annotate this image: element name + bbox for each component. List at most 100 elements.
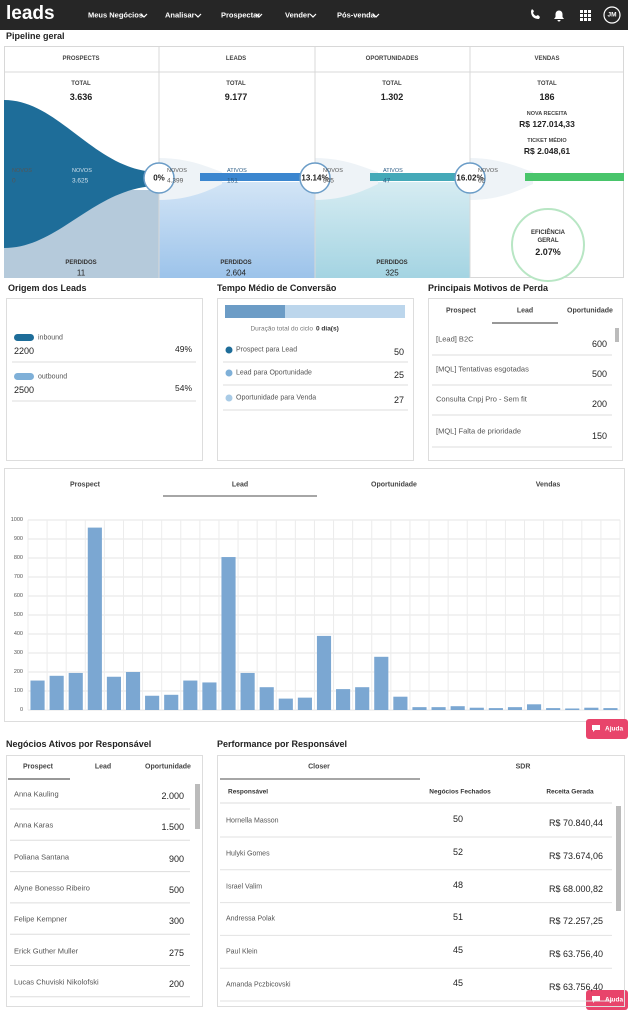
lost-label: PERDIDOS [65,260,97,266]
revenue: R$ 68.000,82 [548,883,603,894]
column-header[interactable]: Receita Gerada [546,788,594,796]
left-value: 4.399 [167,177,184,185]
extra-value: R$ 127.014,33 [519,119,575,129]
panel [6,298,203,461]
origin-label: inbound [38,334,63,342]
y-tick-label: 100 [13,688,23,694]
owner-name: Anna Kauling [14,789,59,799]
nav-menu-item[interactable]: Meus Negócios [88,10,144,20]
section-title: Principais Motivos de Perda [428,283,549,293]
owner-deals: 1.500 [161,822,184,833]
owner-name: Felipe Kempner [14,914,67,924]
stage-name: VENDAS [534,56,560,62]
owner-name: Poliana Santana [14,852,70,862]
tab[interactable]: Oportunidade [371,481,417,489]
origin-value: 2200 [14,346,35,356]
reason-value: 600 [591,339,607,349]
tab[interactable]: Lead [231,481,249,489]
deals-closed: 45 [452,978,464,988]
lost-label: PERDIDOS [220,260,252,266]
stage-days: 25 [393,370,404,380]
y-tick-label: 700 [13,574,23,580]
y-tick-label: 400 [13,631,23,637]
help-button[interactable]: Ajuda [605,725,624,733]
panel [217,755,625,1007]
tab[interactable]: Lead [94,763,112,771]
reason-value: 200 [591,399,607,409]
efficiency-value: 2.07% [535,247,561,257]
left-label: NOVOS [323,168,343,174]
avatar-initials[interactable]: JM [607,11,617,19]
owner-name: Andressa Polak [226,915,276,923]
total-value: 9.177 [224,92,248,102]
owner-deals: 200 [168,978,184,989]
panel [6,755,203,1007]
tab[interactable]: Closer [308,763,330,771]
stage-pair: Oportunidade para Venda [236,394,317,402]
lost-value: 11 [76,268,86,278]
section-title: Performance por Responsável [217,739,348,749]
tab[interactable]: Lead [516,307,534,315]
owner-name: Amanda Pczbicovski [226,981,291,989]
lost-value: 2.604 [225,268,247,278]
deals-closed: 48 [452,879,464,890]
deals-closed: 51 [452,912,464,923]
nav-menu-item[interactable]: Analisar [165,10,195,20]
origin-value: 2500 [14,385,35,395]
total-value: 1.302 [380,92,404,102]
chart-panel [4,468,625,722]
owner-deals: 2.000 [161,791,184,801]
tab[interactable]: Oportunidade [567,307,613,315]
tab[interactable]: Vendas [535,481,561,489]
column-header[interactable]: Negócios Fechados [429,788,491,796]
right-label: NOVOS [72,168,92,174]
left-label: NOVOS [12,168,32,174]
stage-days: 27 [393,395,404,405]
extra-label: NOVA RECEITA [526,111,568,117]
section-title: Pipeline geral [6,31,65,41]
help-button[interactable]: Ajuda [605,996,624,1004]
revenue: R$ 63.756,40 [548,982,603,992]
owner-name: Alyne Bonesso Ribeiro [14,883,90,893]
tab[interactable]: Prospect [446,307,476,315]
left-value: 62 [478,177,486,185]
total-label: TOTAL [382,81,402,87]
deals-closed: 52 [452,846,464,857]
panel [428,298,623,461]
stage-pair: Lead para Oportunidade [236,369,312,377]
nav-menu-item[interactable]: Prospectar [221,10,261,20]
section-title: Origem dos Leads [8,283,87,293]
total-value: 3.636 [69,92,93,102]
total-label: TOTAL [226,81,246,87]
conversion-rate: 0% [153,173,165,183]
extra-label: TICKET MÉDIO [527,138,567,144]
y-tick-label: 600 [13,593,23,599]
owner-name: Israel Valim [226,883,263,891]
tab[interactable]: SDR [515,763,531,771]
owner-name: Erick Guther Muller [14,946,79,955]
y-tick-label: 500 [13,612,23,618]
total-label: TOTAL [537,81,557,87]
origin-percent: 49% [174,344,192,354]
stage-name: LEADS [225,56,247,62]
cycle-value: 0 dia(s) [316,325,339,333]
left-label: NOVOS [478,168,498,174]
column-header[interactable]: Responsável [228,788,269,796]
stage-name: OPORTUNIDADES [365,56,419,62]
cycle-label: Duração total do ciclo [250,325,313,333]
reason-label: [MQL] Tentativas esgotadas [436,364,529,374]
stage-name: PROSPECTS [62,56,100,62]
nav-menu-item[interactable]: Pós-venda [337,10,375,20]
deals-closed: 50 [452,814,464,824]
lost-value: 325 [385,268,399,278]
tab[interactable]: Prospect [23,763,53,771]
nav-menu-item[interactable]: Vender [285,10,311,20]
reason-label: Consulta Cnpj Pro - Sem fit [436,394,527,404]
section-title: Tempo Médio de Conversão [217,283,337,293]
revenue: R$ 70.840,44 [548,818,603,828]
owner-name: Hornella Masson [226,817,279,825]
panel [217,298,414,461]
tab[interactable]: Prospect [70,481,100,489]
tab[interactable]: Oportunidade [145,763,191,771]
